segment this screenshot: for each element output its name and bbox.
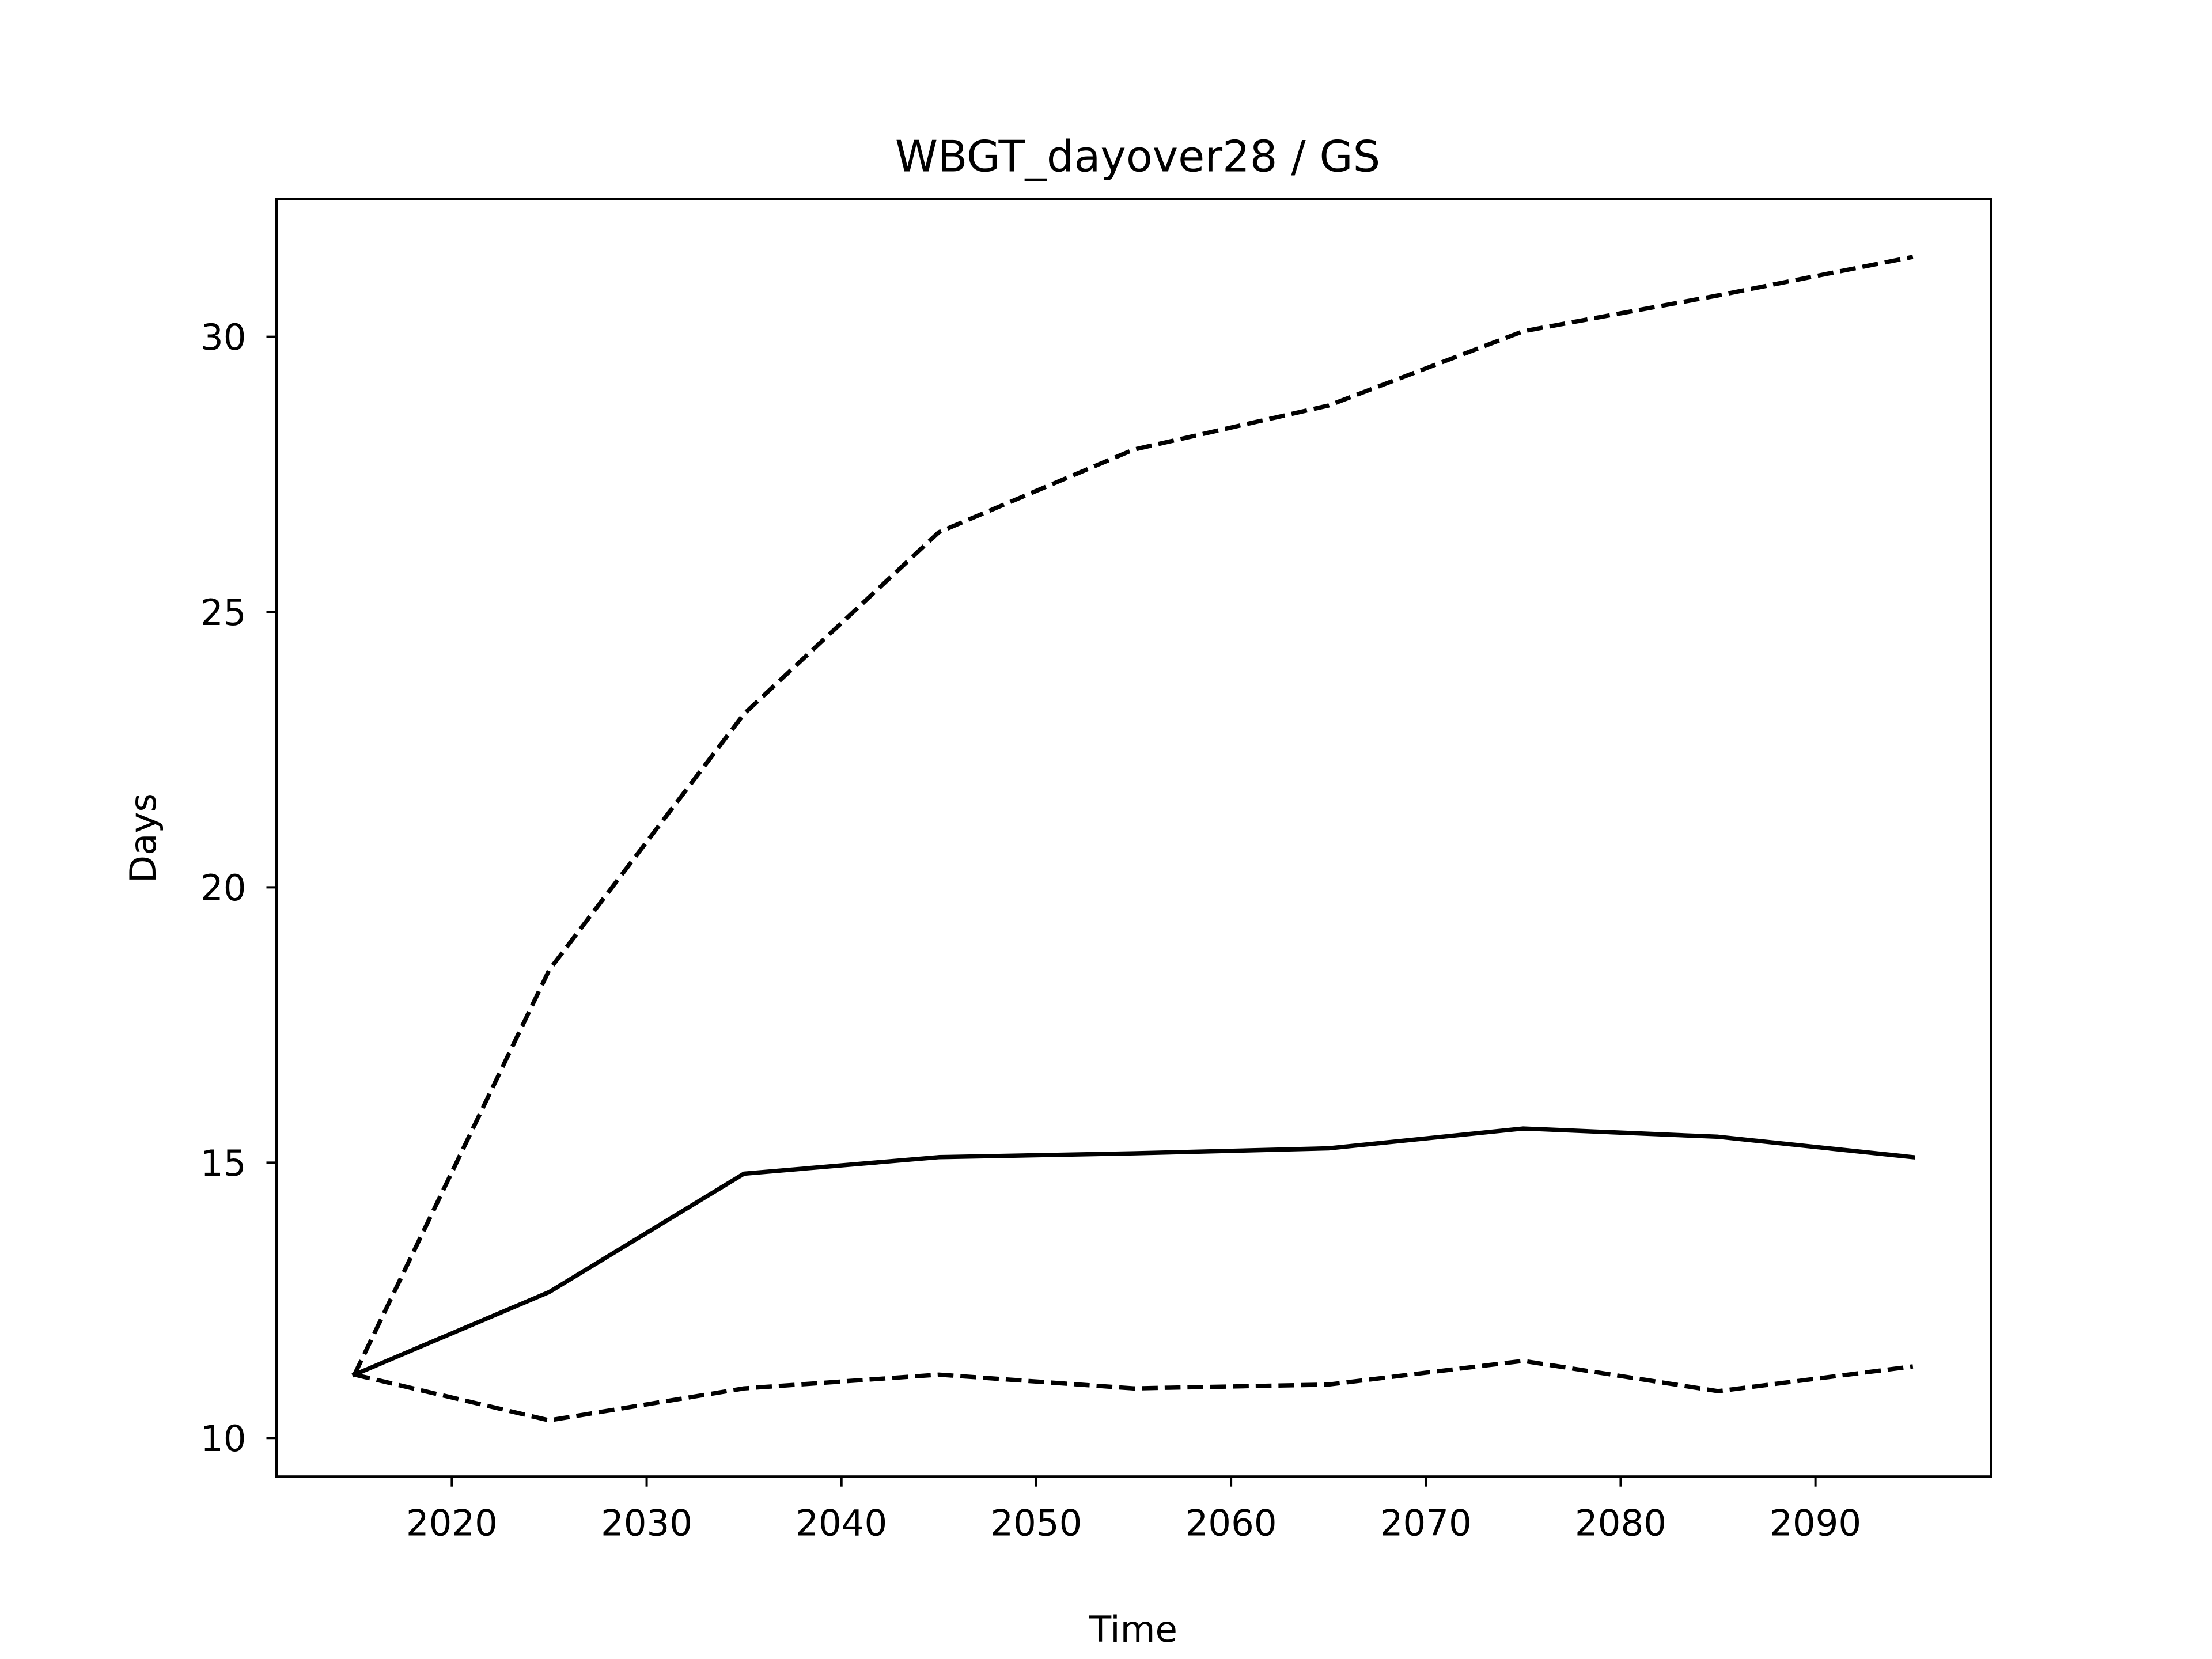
- x-tick-label: 2040: [796, 1502, 887, 1544]
- y-tick-label: 15: [200, 1142, 247, 1184]
- series-line-2: [352, 255, 1914, 1376]
- series-line-1: [351, 1126, 1915, 1378]
- x-axis-ticks: 2020 2030 2040 2050 2060 2070 2080 2090: [406, 1476, 1861, 1544]
- x-axis-label: Time: [1089, 1608, 1177, 1650]
- y-tick-label: 30: [200, 316, 247, 358]
- chart-title: WBGT_dayover28 / GS: [895, 131, 1380, 182]
- x-tick-label: 2090: [1770, 1502, 1861, 1544]
- x-tick-label: 2060: [1185, 1502, 1277, 1544]
- plot-area: [275, 198, 1993, 1478]
- series-line-3: [354, 1358, 1914, 1423]
- axes-frame: [275, 198, 1993, 1478]
- y-tick-label: 25: [200, 592, 247, 634]
- y-tick-label: 10: [200, 1418, 247, 1460]
- x-tick-label: 2070: [1380, 1502, 1472, 1544]
- y-tick-label: 20: [200, 867, 247, 909]
- x-tick-label: 2030: [601, 1502, 692, 1544]
- x-tick-label: 2050: [990, 1502, 1082, 1544]
- series-layer: [351, 255, 1915, 1423]
- y-axis-label: Days: [122, 793, 164, 883]
- x-tick-label: 2020: [406, 1502, 498, 1544]
- x-tick-label: 2080: [1575, 1502, 1666, 1544]
- y-axis-ticks: 10 15 20 25 30: [200, 316, 276, 1460]
